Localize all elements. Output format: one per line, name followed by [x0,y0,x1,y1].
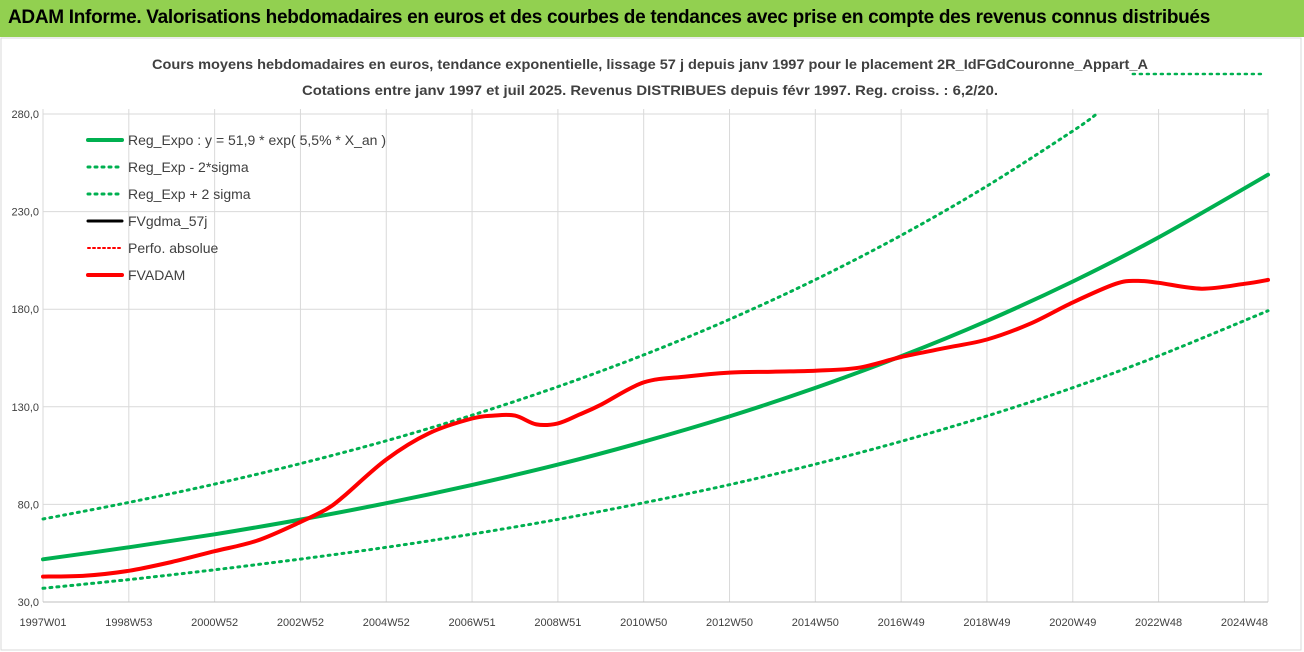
y-tick-label: 130,0 [11,402,39,414]
series-reg-exp-plus [41,112,1098,521]
x-tick-label: 1997W01 [19,617,66,629]
chart-background [0,37,1304,652]
x-tick-label: 2000W52 [191,617,238,629]
x-tick-label: 2002W52 [277,617,324,629]
legend-label: Reg_Expo : y = 51,9 * exp( 5,5% * X_an ) [128,132,386,148]
x-tick-label: 2008W51 [534,617,581,629]
chart-area: Cours moyens hebdomadaires en euros, ten… [0,37,1304,652]
x-tick-label: 2024W48 [1221,617,1268,629]
series-reg-exp-minus [41,309,1270,590]
legend-label: Reg_Exp - 2*sigma [128,159,249,175]
x-tick-label: 2012W50 [706,617,753,629]
report-banner: ADAM Informe. Valorisations hebdomadaire… [0,0,1304,37]
x-tick-label: 2020W49 [1049,617,1096,629]
chart-subtitle: Cotations entre janv 1997 et juil 2025. … [302,82,998,98]
y-tick-label: 30,0 [18,597,39,609]
chart-title: Cours moyens hebdomadaires en euros, ten… [152,56,1148,72]
series-lines [41,112,1270,590]
x-axis-ticks: 1997W01 1998W53 2000W52 2002W52 2004W52 2006W… [19,617,1267,629]
x-tick-label: 2010W50 [620,617,667,629]
legend-label: Reg_Exp + 2 sigma [128,186,251,202]
x-tick-label: 2018W49 [963,617,1010,629]
x-tick-label: 2022W48 [1135,617,1182,629]
y-tick-label: 180,0 [11,304,39,316]
legend-label: Perfo. absolue [128,240,218,256]
x-tick-label: 2006W51 [449,617,496,629]
y-axis-ticks: 280,0 230,0 180,0 130,0 80,0 30,0 [11,109,39,609]
y-tick-label: 230,0 [11,207,39,219]
x-tick-label: 2016W49 [878,617,925,629]
chart-legend: Reg_Expo : y = 51,9 * exp( 5,5% * X_an )… [86,132,386,283]
legend-label: FVgdma_57j [128,213,207,229]
y-tick-label: 80,0 [18,499,39,511]
series-reg-expo [41,172,1270,562]
report-title: ADAM Informe. Valorisations hebdomadaire… [8,7,1210,28]
x-tick-label: 2014W50 [792,617,839,629]
series-fvadam [41,277,1270,579]
legend-label: FVADAM [128,267,185,283]
x-tick-label: 2004W52 [363,617,410,629]
x-tick-label: 1998W53 [105,617,152,629]
y-tick-label: 280,0 [11,109,39,121]
chart-border [0,37,1302,651]
